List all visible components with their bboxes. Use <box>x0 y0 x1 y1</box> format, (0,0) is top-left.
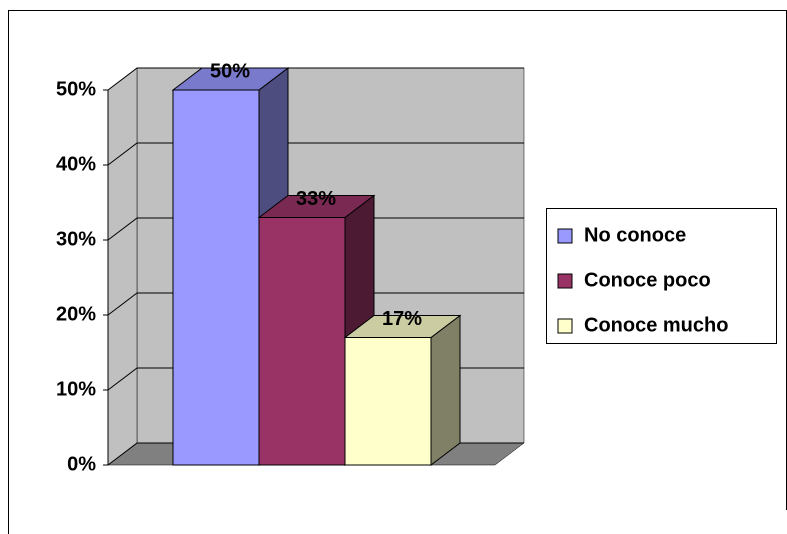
y-tick-label: 40% <box>56 153 96 175</box>
bar <box>344 337 432 466</box>
legend <box>546 208 777 344</box>
grid-line <box>107 292 524 316</box>
legend-label: Conoce mucho <box>584 314 728 336</box>
y-tick-label: 0% <box>67 453 96 475</box>
y-tick-label: 20% <box>56 303 96 325</box>
grid-line <box>107 217 524 241</box>
side-wall <box>107 67 138 466</box>
legend-label: Conoce poco <box>584 269 711 291</box>
y-tick-label: 10% <box>56 378 96 400</box>
legend-swatch <box>557 228 573 244</box>
legend-swatch <box>557 273 573 289</box>
bar-side <box>430 314 461 467</box>
legend-swatch <box>557 318 573 334</box>
bar <box>172 89 260 466</box>
bar <box>258 217 346 466</box>
data-label: 50% <box>210 60 250 82</box>
data-label: 17% <box>382 308 422 330</box>
data-label: 33% <box>296 188 336 210</box>
y-tick-label: 30% <box>56 228 96 250</box>
legend-label: No conoce <box>584 224 686 246</box>
grid-line <box>107 142 524 166</box>
y-tick-label: 50% <box>56 78 96 100</box>
grid-line <box>107 67 524 91</box>
